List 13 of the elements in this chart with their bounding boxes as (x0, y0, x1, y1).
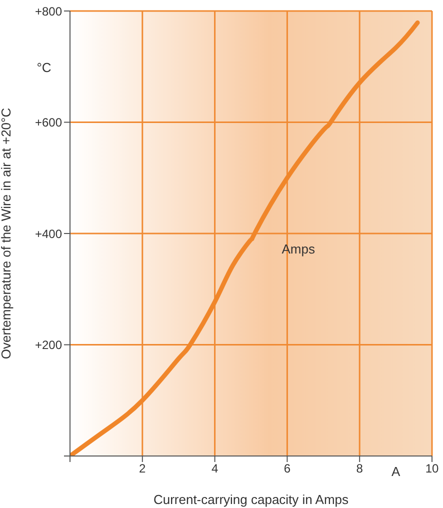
text: A (391, 464, 400, 479)
x-tick-label: 2 (139, 462, 146, 476)
x-tick-label: 8 (356, 462, 364, 476)
x-tick-label: 6 (284, 462, 291, 476)
x-tick-label: 10 (425, 462, 439, 476)
x-axis-title: Current-carrying capacity in Amps (153, 492, 350, 507)
y-axis-title: Overtemperature of the Wire in air at +20°C (0, 108, 14, 360)
y-tick-label: +600 (34, 116, 62, 130)
x-tick-label: 4 (211, 462, 218, 476)
y-tick-label: +400 (34, 226, 62, 241)
y-tick-label: +800 (34, 4, 62, 18)
text: °C (36, 60, 52, 75)
y-tick-label: +200 (34, 338, 62, 352)
